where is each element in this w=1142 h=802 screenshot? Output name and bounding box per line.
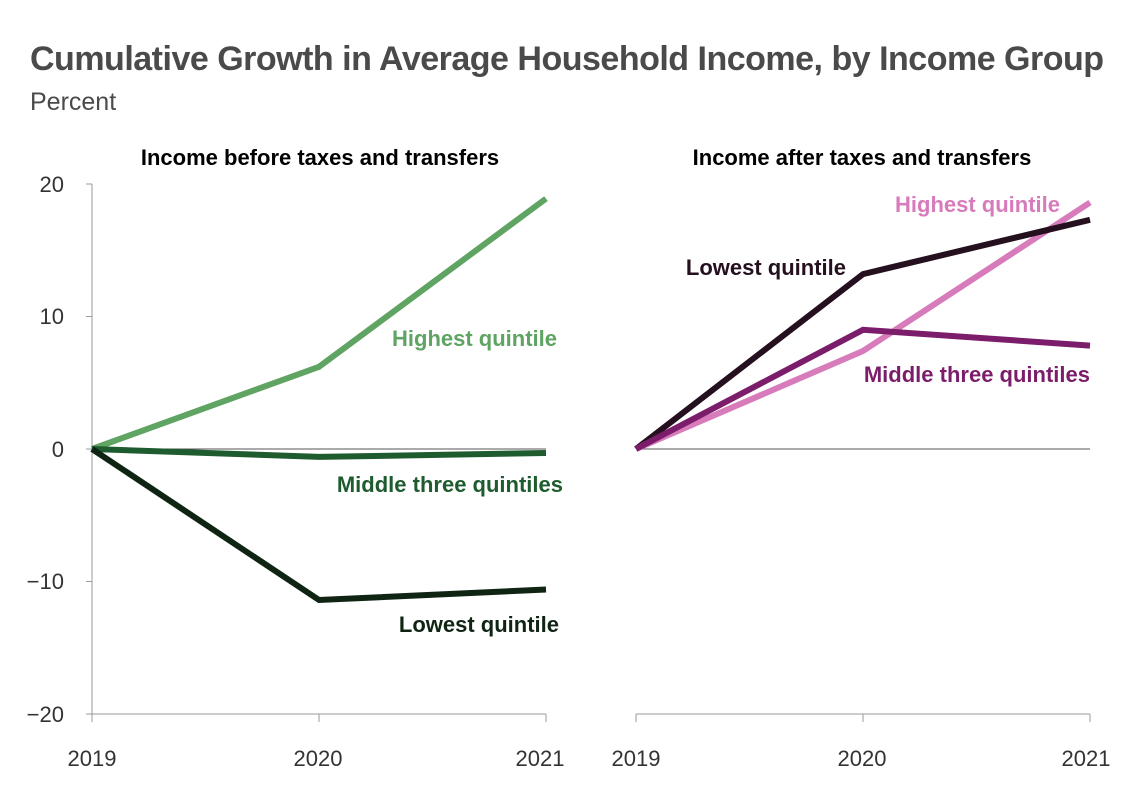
x-tick-label: 2020 [294, 746, 343, 771]
x-tick-label: 2021 [516, 746, 565, 771]
x-tick-label: 2019 [612, 746, 661, 771]
panel-title-before: Income before taxes and transfers [141, 145, 499, 170]
series-label-lowest-before: Lowest quintile [399, 612, 559, 637]
y-tick-label: −20 [27, 702, 64, 727]
chart-subtitle: Percent [30, 88, 117, 116]
y-tick-label: −10 [27, 569, 64, 594]
series-line-lowest-quintile [90, 446, 547, 604]
series-label-middle-before: Middle three quintiles [337, 472, 563, 497]
series-label-middle-after: Middle three quintiles [864, 362, 1090, 387]
x-tick-label: 2020 [838, 746, 887, 771]
x-tick-label: 2021 [1062, 746, 1111, 771]
x-tick-label: 2019 [68, 746, 117, 771]
y-tick-label: 0 [52, 437, 64, 462]
series-label-lowest-after: Lowest quintile [686, 255, 846, 280]
y-tick-label: 20 [40, 172, 64, 197]
series-label-highest-after: Highest quintile [895, 192, 1060, 217]
panel-title-after: Income after taxes and transfers [693, 145, 1032, 170]
chart-title: Cumulative Growth in Average Household I… [30, 40, 1104, 78]
series-label-highest-before: Highest quintile [392, 326, 557, 351]
series-line-highest-quintile [90, 196, 548, 452]
series-line-highest-quintile [634, 199, 1092, 452]
y-tick-label: 10 [40, 304, 64, 329]
series-line-middle-three-quintiles [634, 326, 1091, 452]
series-line-middle-three-quintiles [91, 446, 547, 460]
series-line-lowest-quintile [634, 216, 1091, 452]
